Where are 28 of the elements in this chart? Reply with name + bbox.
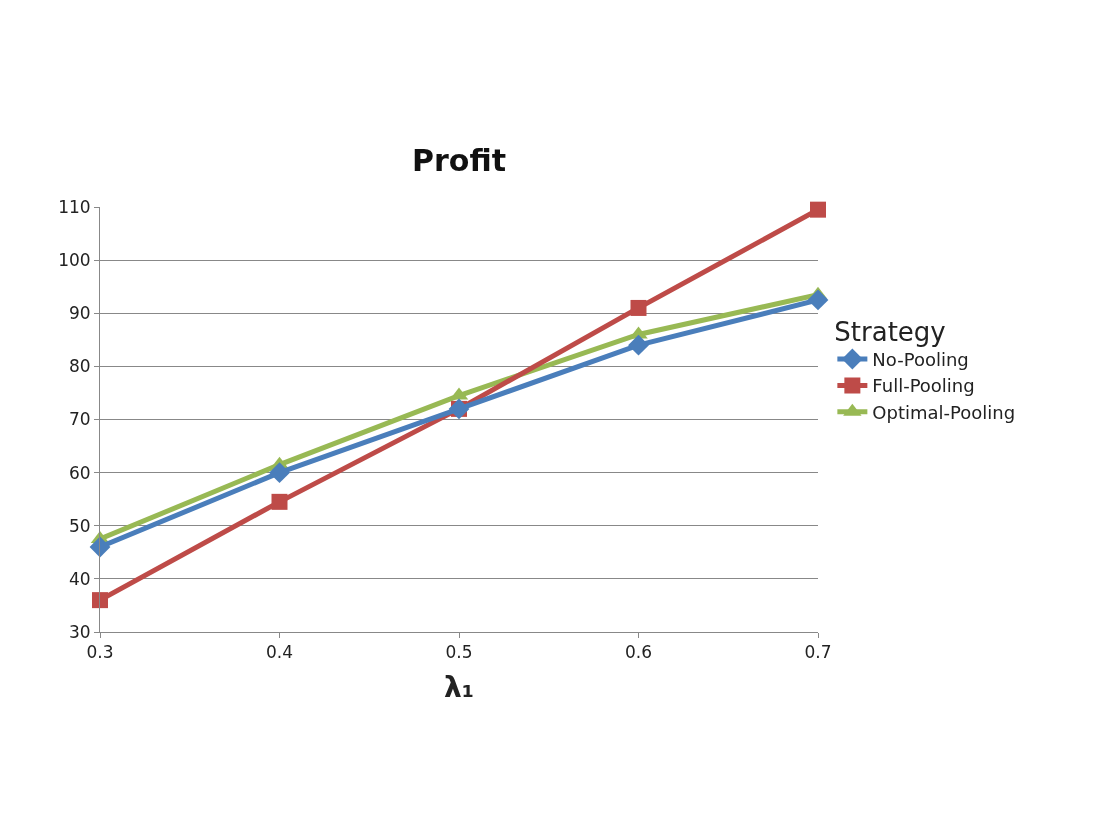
point — [269, 462, 290, 484]
point — [630, 299, 647, 316]
y-tick-label: 60 — [68, 462, 91, 483]
point — [628, 334, 649, 356]
y-tick-label: 70 — [68, 409, 91, 430]
point — [92, 592, 108, 609]
y-tick-label: 50 — [68, 515, 91, 536]
legend-label: Optimal-Pooling — [872, 401, 1016, 423]
x-axis-title: λ₁ — [444, 670, 474, 704]
x-tick-label: 0.5 — [445, 642, 473, 663]
y-tick-label: 110 — [58, 196, 91, 217]
x-tick-label: 0.4 — [265, 642, 294, 663]
point — [810, 201, 826, 218]
chart-title: Profit — [412, 142, 506, 178]
point — [271, 493, 288, 510]
y-tick-label: 80 — [68, 356, 91, 377]
legend-label: No-Pooling — [872, 349, 969, 371]
y-tick-label: 40 — [68, 568, 91, 589]
y-tick-label: 30 — [68, 621, 91, 642]
y-tick-label: 90 — [68, 303, 91, 324]
y-tick-label: 100 — [58, 250, 91, 271]
x-tick-label: 0.7 — [804, 642, 832, 663]
x-tick-label: 0.6 — [624, 642, 653, 663]
point — [89, 536, 111, 558]
x-tick-label: 0.3 — [86, 642, 114, 663]
legend-label: Full-Pooling — [872, 375, 975, 397]
legend-title: Strategy — [834, 316, 946, 347]
point — [807, 289, 829, 311]
